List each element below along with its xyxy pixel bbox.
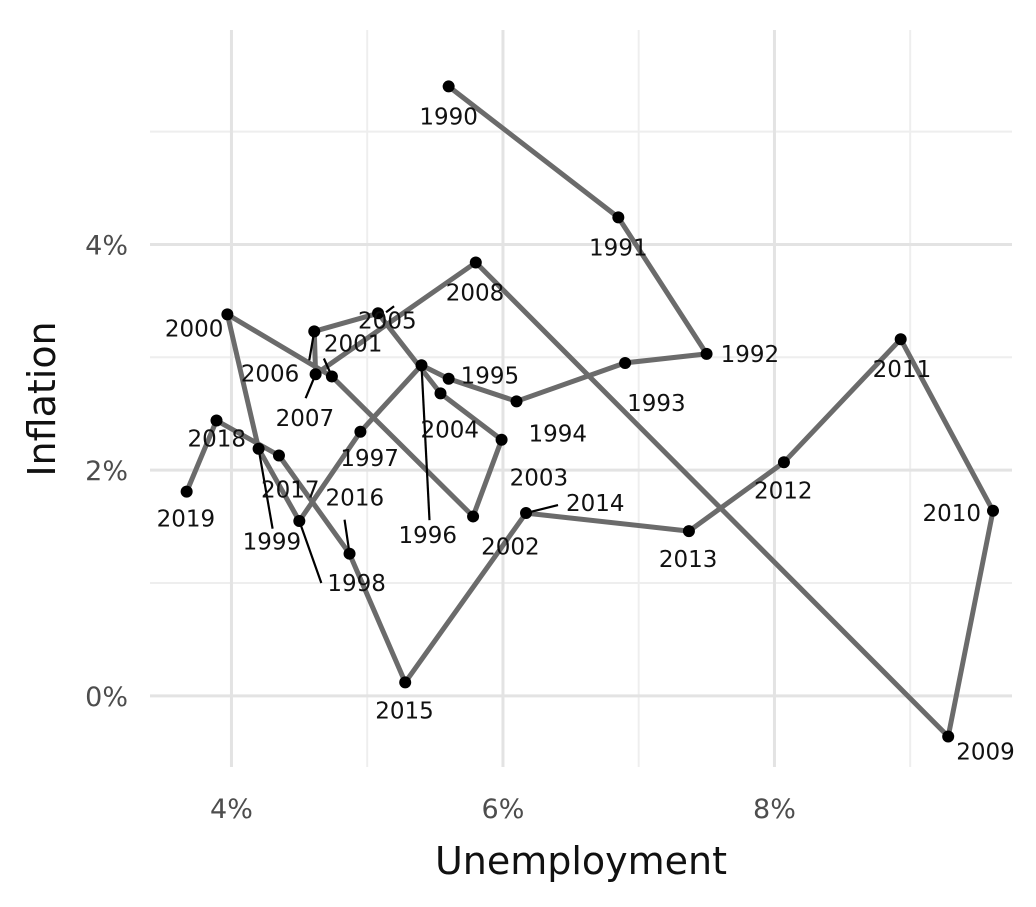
- point-1995: [442, 372, 455, 385]
- year-label-1996: 1996: [398, 523, 457, 549]
- point-2018: [210, 414, 223, 427]
- point-2016: [343, 547, 356, 560]
- point-1991: [612, 211, 625, 224]
- year-label-2010: 2010: [922, 501, 981, 527]
- y-tick-label: 2%: [85, 456, 128, 487]
- year-label-2003: 2003: [510, 466, 569, 492]
- point-1993: [619, 356, 632, 369]
- point-2002: [467, 510, 480, 523]
- point-2014: [520, 507, 533, 520]
- point-2013: [682, 525, 695, 538]
- year-label-2009: 2009: [956, 740, 1015, 766]
- point-2017: [272, 449, 285, 462]
- year-label-2008: 2008: [446, 280, 505, 306]
- series-path: [184, 83, 996, 739]
- year-label-1999: 1999: [243, 530, 302, 556]
- y-tick-label: 4%: [85, 230, 128, 261]
- y-axis-title: Inflation: [20, 321, 64, 476]
- point-1992: [700, 347, 713, 360]
- x-axis-title: Unemployment: [435, 839, 727, 883]
- leader-2005: [385, 305, 395, 314]
- point-2000: [221, 308, 234, 321]
- year-label-2001: 2001: [324, 331, 383, 357]
- point-2019: [180, 485, 193, 498]
- year-label-1994: 1994: [529, 421, 588, 447]
- year-label-2011: 2011: [873, 357, 932, 383]
- point-2015: [399, 676, 412, 689]
- point-2003: [495, 433, 508, 446]
- data-points: [180, 80, 999, 743]
- x-tick-label: 6%: [482, 794, 525, 825]
- year-label-2017: 2017: [261, 477, 320, 503]
- point-1996: [415, 359, 428, 372]
- point-2005: [372, 307, 385, 320]
- point-2006: [308, 325, 321, 338]
- year-label-2002: 2002: [481, 534, 540, 560]
- year-label-2019: 2019: [157, 507, 216, 533]
- point-2011: [894, 333, 907, 346]
- year-label-2018: 2018: [188, 427, 247, 453]
- point-2010: [986, 504, 999, 517]
- x-tick-label: 4%: [210, 794, 253, 825]
- year-label-2016: 2016: [326, 486, 385, 512]
- leader-1999: [257, 448, 274, 529]
- year-label-2014: 2014: [566, 491, 625, 517]
- point-2008: [469, 256, 482, 269]
- point-1998: [293, 514, 306, 527]
- point-2004: [434, 387, 447, 400]
- year-label-2005: 2005: [358, 308, 417, 334]
- year-label-1997: 1997: [340, 446, 399, 472]
- point-1997: [354, 425, 367, 438]
- year-label-1995: 1995: [461, 364, 520, 390]
- y-tick-label: 0%: [85, 682, 128, 713]
- leader-1998: [298, 520, 323, 584]
- year-label-1998: 1998: [327, 571, 386, 597]
- point-2009: [942, 730, 955, 743]
- year-label-2007: 2007: [276, 406, 335, 432]
- point-2012: [777, 456, 790, 469]
- point-2001: [325, 370, 338, 383]
- point-1990: [442, 80, 455, 93]
- year-label-1992: 1992: [721, 342, 780, 368]
- year-label-2013: 2013: [659, 547, 718, 573]
- year-label-1991: 1991: [589, 235, 648, 261]
- point-1999: [252, 442, 265, 455]
- year-label-2015: 2015: [375, 698, 434, 724]
- year-label-1990: 1990: [419, 104, 478, 130]
- year-label-2006: 2006: [241, 361, 300, 387]
- point-2007: [309, 368, 322, 381]
- year-label-1993: 1993: [627, 391, 686, 417]
- leader-1996: [420, 365, 431, 521]
- y-axis-ticks: 0% 2% 4%: [85, 230, 128, 712]
- x-axis-ticks: 4% 6% 8%: [210, 794, 796, 825]
- x-tick-label: 8%: [753, 794, 796, 825]
- point-1994: [510, 395, 523, 408]
- year-label-2000: 2000: [165, 316, 224, 342]
- year-label-2004: 2004: [421, 417, 480, 443]
- grid: [150, 30, 1012, 767]
- year-labels: 1990 1991 1992 1993 1994 1995 1996 1997 1998 1999…: [157, 104, 1015, 765]
- year-label-2012: 2012: [754, 478, 813, 504]
